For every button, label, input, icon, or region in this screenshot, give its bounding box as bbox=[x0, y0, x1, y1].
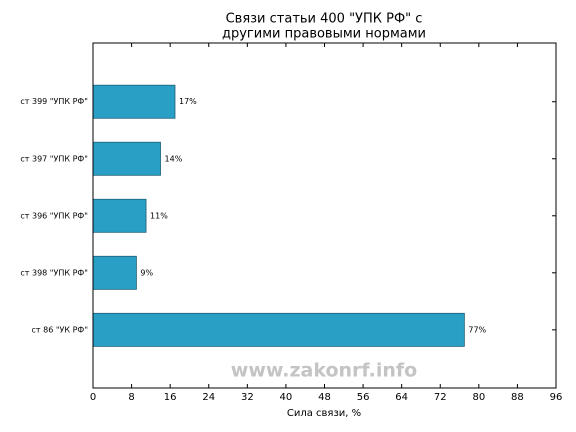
x-tick-label: 16 bbox=[164, 392, 177, 403]
bar bbox=[92, 141, 161, 176]
chart-title: другими правовыми нормами bbox=[222, 27, 426, 42]
y-tick-label: ст 86 "УК РФ" bbox=[32, 325, 89, 334]
y-tick-label: ст 396 "УПК РФ" bbox=[20, 211, 88, 220]
x-tick-label: 24 bbox=[202, 392, 215, 403]
value-label: 77% bbox=[468, 325, 486, 334]
bar bbox=[92, 84, 176, 119]
y-tick-label: ст 399 "УПК РФ" bbox=[20, 97, 88, 106]
x-tick-label: 48 bbox=[318, 392, 331, 403]
y-tick-label: ст 398 "УПК РФ" bbox=[20, 268, 88, 277]
plot-frame bbox=[92, 42, 557, 389]
x-tick-label: 72 bbox=[434, 392, 447, 403]
value-label: 17% bbox=[179, 97, 197, 106]
value-label: 9% bbox=[140, 268, 153, 277]
x-tick-label: 96 bbox=[550, 392, 563, 403]
bar bbox=[92, 198, 147, 233]
value-label: 11% bbox=[150, 211, 168, 220]
x-tick-label: 40 bbox=[280, 392, 293, 403]
x-tick-label: 0 bbox=[90, 392, 96, 403]
x-tick-label: 88 bbox=[511, 392, 524, 403]
x-tick-label: 64 bbox=[395, 392, 408, 403]
x-tick-label: 80 bbox=[472, 392, 485, 403]
value-label: 14% bbox=[165, 154, 183, 163]
x-tick-label: 56 bbox=[357, 392, 370, 403]
bar bbox=[92, 312, 465, 347]
x-axis-label: Сила связи, % bbox=[287, 408, 361, 419]
watermark: www.zakonrf.info bbox=[231, 360, 417, 382]
y-tick-label: ст 397 "УПК РФ" bbox=[20, 154, 88, 163]
x-tick-label: 8 bbox=[128, 392, 134, 403]
chart-title: Связи статьи 400 "УПК РФ" с bbox=[226, 12, 423, 27]
x-tick-label: 32 bbox=[241, 392, 254, 403]
bar bbox=[92, 255, 137, 290]
